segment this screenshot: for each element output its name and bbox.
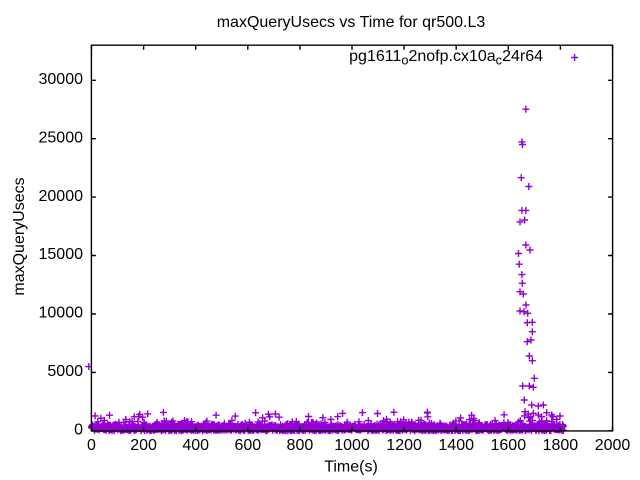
svg-text:0: 0 [74, 422, 83, 439]
svg-text:1000: 1000 [334, 437, 370, 454]
svg-text:600: 600 [234, 437, 261, 454]
svg-text:400: 400 [182, 437, 209, 454]
svg-text:1200: 1200 [386, 437, 422, 454]
svg-text:25000: 25000 [39, 129, 84, 146]
svg-text:30000: 30000 [39, 71, 84, 88]
svg-text:maxQueryUsecs: maxQueryUsecs [11, 177, 28, 295]
svg-text:Time(s): Time(s) [324, 458, 378, 475]
svg-text:1800: 1800 [543, 437, 579, 454]
svg-text:2000: 2000 [595, 437, 631, 454]
svg-text:15000: 15000 [39, 246, 84, 263]
svg-text:20000: 20000 [39, 188, 84, 205]
svg-text:800: 800 [287, 437, 314, 454]
svg-text:10000: 10000 [39, 305, 84, 322]
svg-text:1600: 1600 [491, 437, 527, 454]
svg-text:200: 200 [130, 437, 157, 454]
svg-text:0: 0 [87, 437, 96, 454]
svg-text:pg1611o2nofp.cx10ac24r64: pg1611o2nofp.cx10ac24r64 [349, 48, 543, 68]
svg-text:1400: 1400 [438, 437, 474, 454]
svg-text:maxQueryUsecs vs Time for qr50: maxQueryUsecs vs Time for qr500.L3 [217, 14, 486, 31]
svg-text:5000: 5000 [47, 363, 83, 380]
